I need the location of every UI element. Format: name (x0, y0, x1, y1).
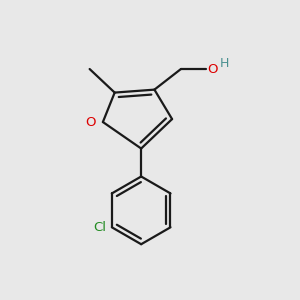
Text: O: O (207, 62, 218, 76)
Text: O: O (85, 116, 95, 128)
Text: H: H (220, 57, 229, 70)
Text: Cl: Cl (94, 221, 106, 234)
